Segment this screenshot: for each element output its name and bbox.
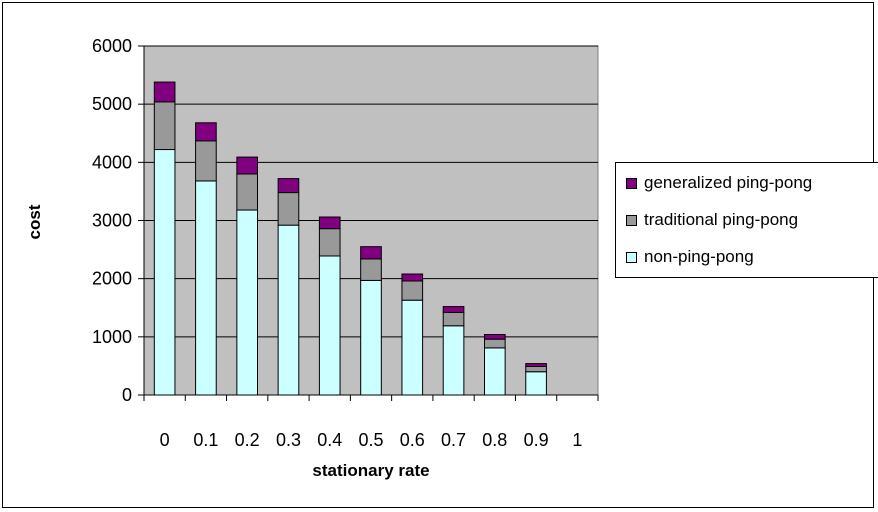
bar-segment-generalized-ping-pong: [525, 363, 547, 367]
bar-segment-generalized-ping-pong: [401, 273, 424, 282]
bar-segment-non-ping-pong: [318, 255, 341, 396]
bar-segment-non-ping-pong: [401, 299, 424, 396]
bar-segment-non-ping-pong: [360, 279, 382, 396]
x-tick-label: 0.6: [400, 430, 425, 450]
x-tick-label: 0.9: [524, 430, 549, 450]
tick-labels: 0 1000 2000 3000 4000 5000 6000 0 0.1 0.2 0.3 0.4 0.…: [92, 36, 582, 450]
bar-segment-generalized-ping-pong: [360, 246, 382, 260]
legend-swatch-traditional: [626, 214, 637, 226]
bar-segment-generalized-ping-pong: [195, 122, 217, 142]
bar-segment-traditional-ping-pong: [525, 365, 547, 373]
y-tick-label: 5000: [92, 94, 132, 114]
legend-item-generalized: generalized ping-pong: [626, 171, 812, 195]
y-tick-label: 0: [122, 385, 132, 405]
bar-segment-generalized-ping-pong: [277, 178, 300, 194]
x-tick-label: 0.8: [482, 430, 507, 450]
y-axis-title: cost: [25, 204, 44, 239]
bars: [153, 81, 547, 396]
axes: [138, 45, 599, 401]
y-tick-label: 2000: [92, 269, 132, 289]
bar-segment-traditional-ping-pong: [442, 311, 465, 327]
bar-segment-generalized-ping-pong: [484, 334, 506, 340]
bar-segment-traditional-ping-pong: [484, 338, 506, 349]
bar-segment-non-ping-pong: [442, 325, 465, 396]
legend: generalized ping-pong traditional ping-p…: [615, 162, 878, 278]
x-tick-label: 0.3: [276, 430, 301, 450]
bar-segment-traditional-ping-pong: [195, 140, 217, 182]
bar-segment-traditional-ping-pong: [401, 280, 424, 301]
legend-label-traditional: traditional ping-pong: [644, 210, 799, 229]
legend-swatch-non-ping-pong: [626, 251, 637, 263]
y-tick-label: 3000: [92, 211, 132, 231]
bar-segment-generalized-ping-pong: [153, 81, 176, 103]
bar-segment-traditional-ping-pong: [360, 258, 382, 281]
legend-label-generalized: generalized ping-pong: [644, 173, 813, 192]
bar-segment-non-ping-pong: [153, 149, 176, 396]
x-axis-title: stationary rate: [312, 461, 429, 480]
y-tick-label: 4000: [92, 152, 132, 172]
bar-segment-traditional-ping-pong: [318, 228, 341, 257]
x-tick-label: 0.4: [317, 430, 342, 450]
legend-item-traditional: traditional ping-pong: [626, 208, 798, 232]
bar-segment-non-ping-pong: [277, 224, 300, 396]
x-tick-label: 0: [160, 430, 170, 450]
legend-item-non-ping-pong: non-ping-pong: [626, 245, 754, 269]
bar-segment-traditional-ping-pong: [236, 173, 258, 211]
x-tick-label: 0.5: [358, 430, 383, 450]
bar-segment-generalized-ping-pong: [442, 306, 465, 313]
y-tick-label: 6000: [92, 36, 132, 56]
bar-segment-non-ping-pong: [525, 371, 547, 396]
x-tick-label: 0.2: [235, 430, 260, 450]
bar-segment-non-ping-pong: [195, 180, 217, 396]
bar-segment-traditional-ping-pong: [153, 101, 176, 151]
x-tick-label: 0.1: [193, 430, 218, 450]
bar-segment-non-ping-pong: [484, 347, 506, 396]
legend-label-non-ping-pong: non-ping-pong: [644, 247, 754, 266]
bar-segment-traditional-ping-pong: [277, 192, 300, 226]
x-tick-label: 0.7: [441, 430, 466, 450]
bar-segment-generalized-ping-pong: [236, 156, 258, 175]
bar-segment-generalized-ping-pong: [318, 216, 341, 230]
bar-segment-non-ping-pong: [236, 209, 258, 396]
legend-swatch-generalized: [626, 177, 637, 189]
x-tick-label: 1: [572, 430, 582, 450]
y-tick-label: 1000: [92, 327, 132, 347]
